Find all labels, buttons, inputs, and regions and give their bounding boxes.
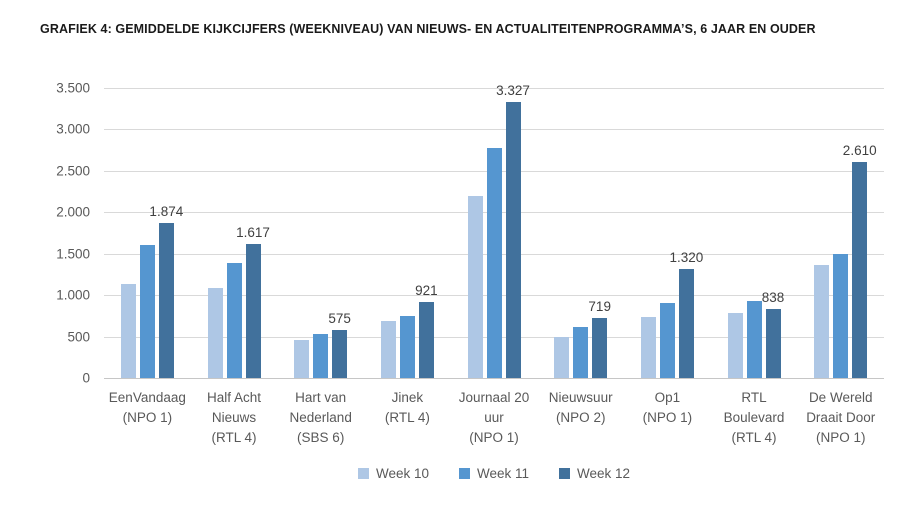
bar-week-12: 838 (762, 290, 784, 378)
bar-week-12: 2.610 (843, 143, 877, 378)
y-axis-tick-label: 1.000 (56, 287, 90, 303)
x-axis-category-label: RTL Boulevard (RTL 4) (723, 390, 785, 445)
bar-week-11 (226, 262, 242, 378)
x-axis-category-label: Journaal 20 uur (NPO 1) (458, 390, 530, 445)
bar-group: 838 (711, 88, 798, 378)
bar-week-10 (814, 264, 830, 378)
x-axis-category-label: Jinek (RTL 4) (384, 390, 430, 425)
y-axis-tick-label: 1.500 (56, 246, 90, 262)
x-axis-category-label: De Wereld Draait Door (NPO 1) (806, 390, 876, 445)
chart-title: GRAFIEK 4: GEMIDDELDE KIJKCIJFERS (WEEKN… (40, 22, 816, 36)
bar-group: 1.874 (104, 88, 191, 378)
legend-label: Week 12 (577, 466, 631, 481)
bar-week-10 (554, 337, 570, 378)
bar-week-11 (833, 253, 849, 378)
x-axis-category-label: Half Acht Nieuws (RTL 4) (206, 390, 262, 445)
data-label: 575 (328, 311, 351, 327)
bar-week-12: 719 (588, 299, 611, 378)
bar-group: 3.327 (451, 83, 538, 378)
gridline (104, 378, 884, 379)
legend-item: Week 12 (559, 466, 630, 481)
bar-week-11 (486, 147, 502, 378)
bar-group: 575 (277, 88, 364, 378)
bar-week-10 (380, 320, 396, 378)
y-axis-tick-label: 3.000 (56, 121, 90, 137)
bar-group: 1.617 (191, 88, 278, 378)
bar-week-11 (746, 300, 762, 378)
legend-item: Week 10 (357, 466, 429, 481)
bar-week-11 (313, 334, 329, 378)
bar-week-11 (139, 245, 155, 378)
legend-swatch-icon (559, 468, 571, 479)
legend: Week 10 Week 11 Week 12 (104, 466, 884, 481)
x-axis-category-label: Hart van Nederland (SBS 6) (289, 390, 352, 445)
bar-week-12: 921 (415, 283, 438, 378)
bar-week-11 (573, 327, 589, 378)
x-axis-category-label: Nieuwsuur (NPO 2) (548, 390, 613, 425)
y-axis-tick-label: 500 (67, 329, 90, 345)
data-label: 3.327 (496, 83, 530, 99)
data-label: 2.610 (842, 142, 877, 158)
bar-week-12: 1.874 (149, 204, 183, 378)
y-axis-tick-label: 2.000 (56, 204, 90, 220)
bar-week-12: 575 (328, 311, 351, 378)
data-label: 719 (588, 299, 611, 315)
x-axis-category-labels: EenVandaag (NPO 1) Half Acht Nieuws (RTL … (104, 388, 884, 448)
bar-group: 921 (364, 88, 451, 378)
bar-week-10 (294, 339, 310, 378)
bar-group: 2.610 (797, 88, 884, 378)
bar-week-10 (207, 287, 223, 378)
y-axis-tick-label: 3.500 (56, 80, 90, 96)
bar-week-12: 1.617 (236, 225, 270, 378)
data-label: 838 (761, 289, 785, 305)
legend-label: Week 10 (375, 466, 429, 481)
bar-week-12: 3.327 (496, 83, 530, 378)
data-label: 921 (415, 282, 438, 298)
bar-week-10 (640, 316, 656, 378)
bar-week-10 (467, 195, 483, 378)
legend-swatch-icon (357, 468, 369, 479)
data-label: 1.320 (669, 249, 704, 265)
bar-groups: 1.874 1.617 575 921 3.327 719 1.320 838 2.610 (104, 83, 884, 378)
bar-week-10 (120, 284, 136, 378)
x-axis-category-label: Op1 (NPO 1) (642, 390, 693, 425)
bar-week-11 (659, 302, 675, 378)
gridline (104, 88, 884, 89)
x-axis-category-label: EenVandaag (NPO 1) (108, 390, 186, 425)
bar-group: 719 (537, 88, 624, 378)
bar-week-10 (727, 312, 743, 378)
y-axis-tick-label: 0 (82, 370, 90, 386)
legend-item: Week 11 (458, 466, 530, 481)
y-axis-tick-label: 2.500 (56, 163, 90, 179)
bar-week-11 (399, 315, 415, 378)
bar-week-12: 1.320 (669, 250, 703, 378)
plot-area: 0 500 1.000 1.500 2.000 2.500 3.000 3.500 1.874 1… (56, 81, 884, 386)
data-label: 1.617 (236, 225, 270, 241)
bar-group: 1.320 (624, 88, 711, 378)
legend-label: Week 11 (476, 466, 530, 481)
gridline (104, 129, 884, 131)
legend-swatch-icon (458, 468, 470, 479)
data-label: 1.874 (149, 203, 184, 219)
